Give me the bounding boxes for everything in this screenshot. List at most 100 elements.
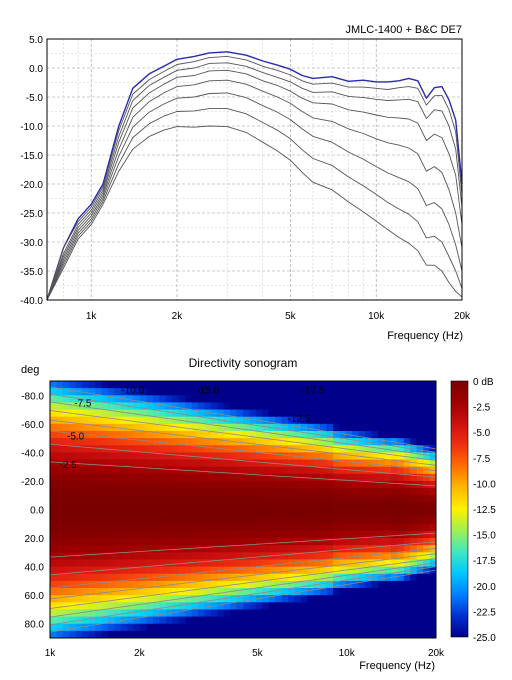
heatmap-cell <box>423 538 431 546</box>
heatmap-cell <box>333 495 341 503</box>
heatmap-cell <box>410 630 418 638</box>
heatmap-cell <box>217 388 225 396</box>
heatmap-cell <box>397 516 405 525</box>
heatmap-cell <box>320 623 328 632</box>
heatmap-cell <box>294 466 302 475</box>
heatmap-cell <box>326 495 334 503</box>
heatmap-cell <box>230 523 238 532</box>
heatmap-cell <box>159 616 167 625</box>
heatmap-cell <box>423 488 431 496</box>
heatmap-cell <box>429 530 436 539</box>
heatmap-cell <box>243 423 251 432</box>
heatmap-cell <box>236 502 244 511</box>
heatmap-cell <box>294 495 302 503</box>
heatmap-cell <box>50 630 58 638</box>
heatmap-cell <box>185 609 193 618</box>
heatmap-cell <box>56 630 64 638</box>
heatmap-cell <box>320 480 328 489</box>
heatmap-cell <box>384 616 392 625</box>
heatmap-cell <box>140 502 148 511</box>
heatmap-cell <box>152 616 160 625</box>
heatmap-cell <box>204 388 212 396</box>
heatmap-cell <box>378 502 386 511</box>
heatmap-cell <box>429 523 436 532</box>
heatmap-cell <box>88 488 96 496</box>
heatmap-cell <box>101 452 109 461</box>
heatmap-cell <box>320 381 328 389</box>
heatmap-cell <box>133 416 141 425</box>
heatmap-cell <box>107 530 115 539</box>
heatmap-cell <box>339 588 347 596</box>
heatmap-cell <box>56 580 64 589</box>
heatmap-cell <box>140 402 148 411</box>
heatmap-cell <box>300 381 308 389</box>
heatmap-cell <box>146 502 154 511</box>
heatmap-cell <box>178 588 186 596</box>
heatmap-cell <box>191 480 199 489</box>
heatmap-cell <box>268 616 276 625</box>
heatmap-cell <box>416 609 424 618</box>
heatmap-cell <box>345 509 353 518</box>
heatmap-cell <box>197 588 205 596</box>
x-tick-label: 1k <box>86 311 98 322</box>
heatmap-cell <box>172 530 180 539</box>
heatmap-cell <box>307 552 315 561</box>
heatmap-cell <box>204 538 212 546</box>
heatmap-cell <box>326 438 334 446</box>
heatmap-cell <box>352 488 360 496</box>
heatmap-cell <box>133 530 141 539</box>
heatmap-cell <box>345 402 353 411</box>
heatmap-cell <box>107 388 115 396</box>
heatmap-cell <box>172 466 180 475</box>
heatmap-cell <box>243 595 251 603</box>
heatmap-cell <box>230 452 238 461</box>
heatmap-cell <box>403 538 411 546</box>
heatmap-cell <box>320 516 328 525</box>
heatmap-cell <box>101 488 109 496</box>
heatmap-cell <box>172 395 180 404</box>
heatmap-cell <box>345 602 353 611</box>
heatmap-cell <box>365 480 373 489</box>
heatmap-cell <box>288 530 296 539</box>
heatmap-cell <box>275 509 283 518</box>
heatmap-cell <box>197 623 205 632</box>
heatmap-cell <box>88 602 96 611</box>
heatmap-cell <box>371 452 379 461</box>
heatmap-cell <box>268 566 276 575</box>
heatmap-cell <box>50 395 58 404</box>
heatmap-cell <box>204 430 212 439</box>
heatmap-cell <box>95 473 103 482</box>
heatmap-cell <box>101 580 109 589</box>
heatmap-cell <box>423 516 431 525</box>
heatmap-cell <box>191 381 199 389</box>
heatmap-cell <box>50 430 58 439</box>
heatmap-cell <box>320 552 328 561</box>
heatmap-cell <box>230 459 238 468</box>
heatmap-cell <box>197 459 205 468</box>
heatmap-cell <box>371 473 379 482</box>
heatmap-cell <box>204 609 212 618</box>
heatmap-cell <box>345 416 353 425</box>
heatmap-cell <box>236 452 244 461</box>
heatmap-cell <box>300 623 308 632</box>
heatmap-cell <box>56 466 64 475</box>
heatmap-cell <box>69 602 77 611</box>
heatmap-cell <box>172 480 180 489</box>
heatmap-cell <box>82 516 90 525</box>
heatmap-cell <box>243 438 251 446</box>
heatmap-cell <box>56 452 64 461</box>
heatmap-cell <box>172 473 180 482</box>
heatmap-cell <box>172 623 180 632</box>
heatmap-cell <box>384 438 392 446</box>
heatmap-cell <box>152 545 160 553</box>
heatmap-cell <box>262 502 270 511</box>
heatmap-cell <box>127 545 135 553</box>
heatmap-cell <box>185 409 193 418</box>
heatmap-cell <box>249 630 257 638</box>
heatmap-cell <box>133 473 141 482</box>
heatmap-cell <box>333 452 341 461</box>
heatmap-cell <box>371 616 379 625</box>
heatmap-cell <box>88 595 96 603</box>
heatmap-cell <box>62 502 70 511</box>
heatmap-cell <box>429 473 436 482</box>
